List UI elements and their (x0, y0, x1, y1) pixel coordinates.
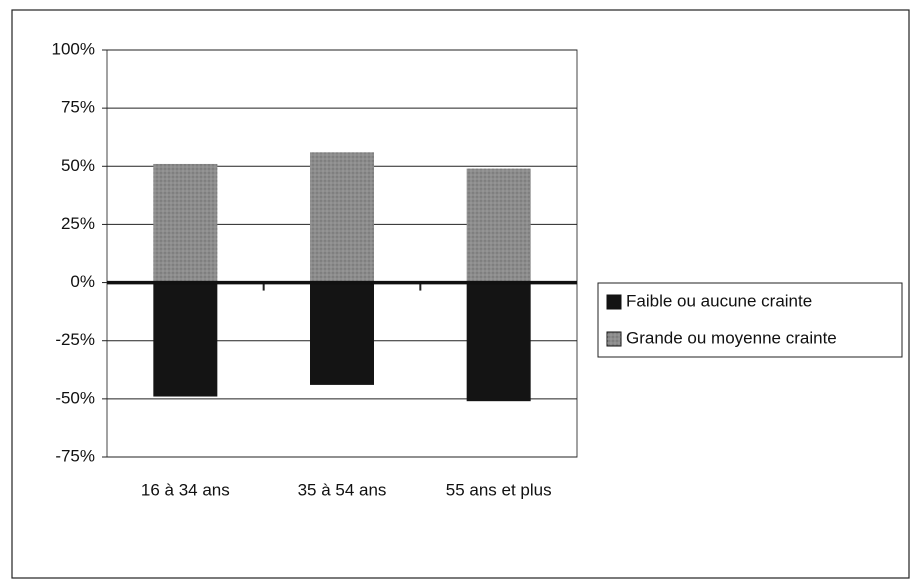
bar (310, 282, 374, 385)
bar-texture (466, 168, 531, 283)
x-tick-label: 16 à 34 ans (141, 480, 230, 499)
chart-border (11, 9, 910, 579)
y-tick-label: -75% (55, 446, 95, 465)
legend-swatch (606, 294, 622, 310)
legend-label: Grande ou moyenne crainte (626, 328, 837, 347)
y-tick-label: 75% (61, 98, 95, 117)
bar-texture (153, 163, 218, 283)
legend-label: Faible ou aucune crainte (626, 291, 812, 310)
y-tick-label: 100% (52, 39, 95, 58)
legend-texture (607, 332, 621, 346)
y-tick-label: -25% (55, 330, 95, 349)
bar (153, 282, 218, 397)
bar-texture (310, 152, 374, 283)
x-tick-label: 35 à 54 ans (298, 480, 387, 499)
y-tick-label: 0% (70, 272, 95, 291)
bar (466, 282, 531, 402)
y-tick-label: 25% (61, 214, 95, 233)
legend-box (597, 282, 903, 358)
x-tick-label: 55 ans et plus (446, 480, 552, 499)
y-tick-label: -50% (55, 388, 95, 407)
y-tick-label: 50% (61, 156, 95, 175)
